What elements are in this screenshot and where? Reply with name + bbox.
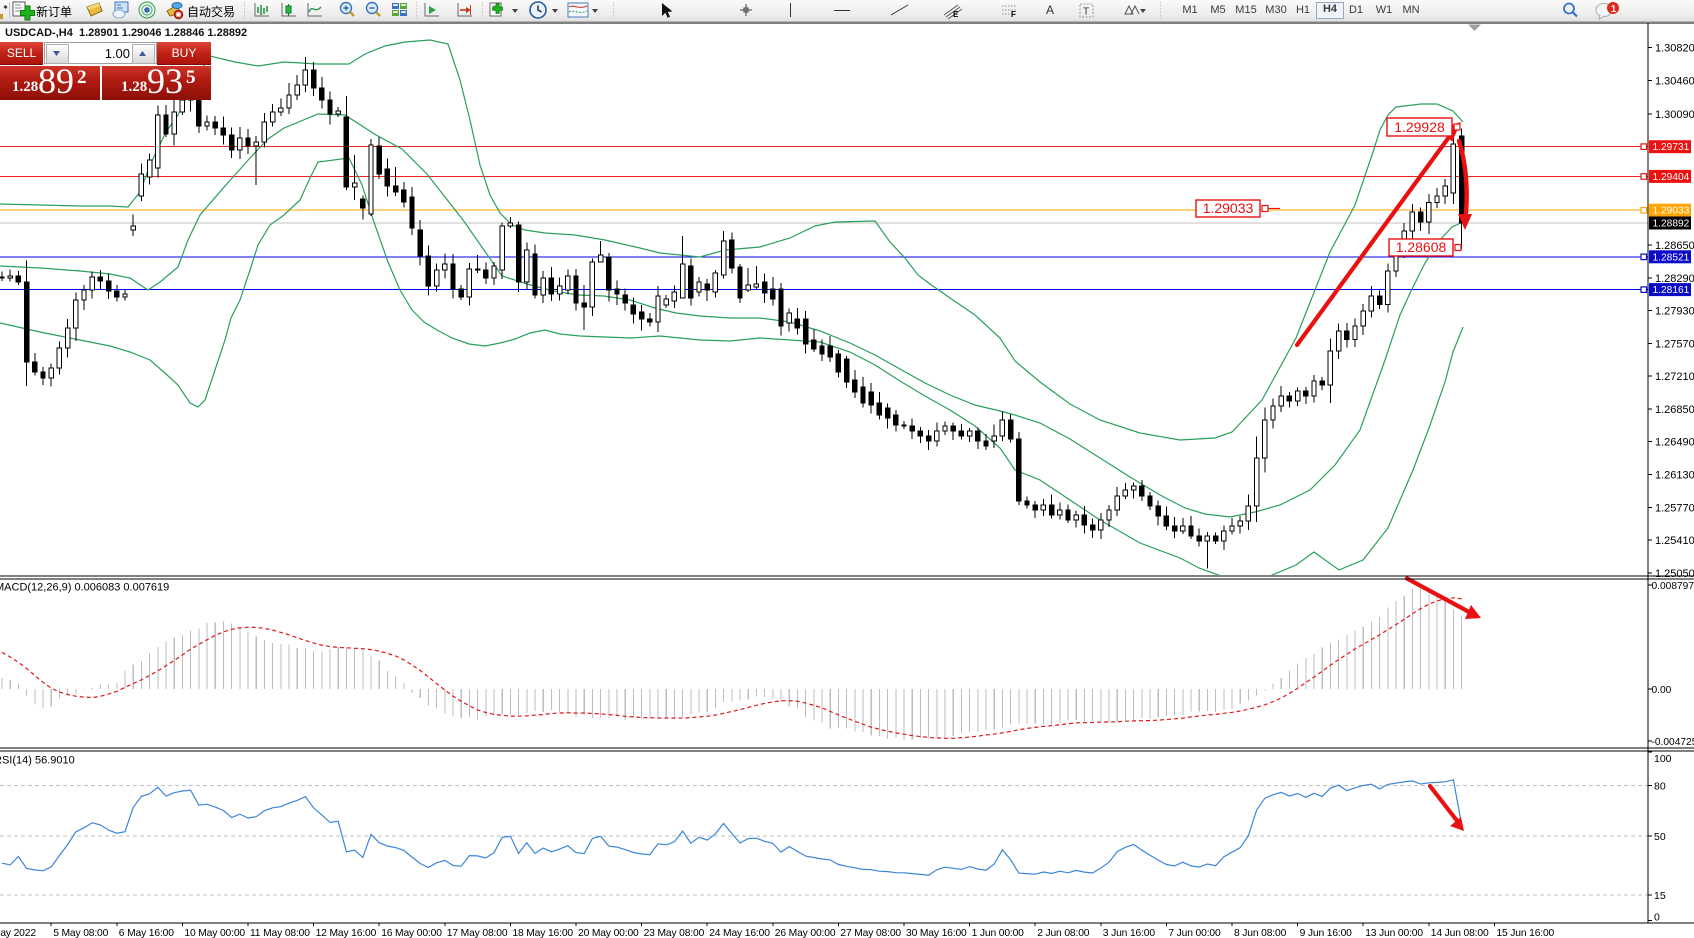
svg-text:80: 80 [1654, 781, 1666, 793]
svg-text:27 May 08:00: 27 May 08:00 [840, 928, 901, 938]
svg-text:1.28608: 1.28608 [1396, 239, 1447, 255]
svg-text:14 Jun 08:00: 14 Jun 08:00 [1431, 928, 1489, 938]
svg-text:0: 0 [1654, 911, 1660, 923]
svg-text:1.28892: 1.28892 [1653, 219, 1690, 230]
svg-text:16 May 00:00: 16 May 00:00 [381, 928, 442, 938]
svg-text:1.25050: 1.25050 [1655, 568, 1694, 580]
svg-text:5 May 08:00: 5 May 08:00 [53, 928, 108, 938]
svg-text:1 Jun 00:00: 1 Jun 00:00 [972, 928, 1025, 938]
svg-text:50: 50 [1654, 831, 1666, 843]
svg-text:7 Jun 00:00: 7 Jun 00:00 [1168, 928, 1221, 938]
svg-text:1.29033: 1.29033 [1203, 200, 1254, 216]
svg-text:20 May 00:00: 20 May 00:00 [578, 928, 639, 938]
svg-text:1.25770: 1.25770 [1655, 502, 1694, 514]
svg-text:A: A [1046, 3, 1054, 17]
svg-text:1.26490: 1.26490 [1655, 437, 1694, 449]
svg-text:1.28521: 1.28521 [1653, 252, 1690, 263]
svg-text:26 May 00:00: 26 May 00:00 [775, 928, 836, 938]
svg-text:18 May 16:00: 18 May 16:00 [512, 928, 573, 938]
svg-text:1.27210: 1.27210 [1655, 371, 1694, 383]
svg-text:8 Jun 08:00: 8 Jun 08:00 [1234, 928, 1287, 938]
svg-text:0.008797: 0.008797 [1652, 581, 1694, 592]
svg-text:12 May 16:00: 12 May 16:00 [316, 928, 377, 938]
svg-text:2 Jun 08:00: 2 Jun 08:00 [1037, 928, 1090, 938]
svg-text:9 Jun 16:00: 9 Jun 16:00 [1300, 928, 1353, 938]
svg-text:1.26850: 1.26850 [1655, 404, 1694, 416]
svg-text:1.30090: 1.30090 [1655, 109, 1694, 121]
svg-text:1.28161: 1.28161 [1653, 285, 1690, 296]
svg-text:17 May 08:00: 17 May 08:00 [447, 928, 508, 938]
svg-text:3 Jun 16:00: 3 Jun 16:00 [1103, 928, 1156, 938]
svg-text:100: 100 [1654, 753, 1672, 765]
svg-text:1.28290: 1.28290 [1655, 273, 1694, 285]
svg-text:1: 1 [1611, 4, 1617, 15]
svg-text:T: T [1083, 7, 1089, 18]
svg-text:1.25410: 1.25410 [1655, 535, 1694, 547]
svg-text:F: F [1011, 10, 1016, 19]
svg-text:1.29404: 1.29404 [1653, 172, 1690, 183]
svg-text:24 May 16:00: 24 May 16:00 [709, 928, 770, 938]
svg-text:30 May 16:00: 30 May 16:00 [906, 928, 967, 938]
svg-text:4 May 2022: 4 May 2022 [0, 928, 36, 938]
svg-text:1.29033: 1.29033 [1653, 206, 1690, 217]
svg-text:1.30460: 1.30460 [1655, 75, 1694, 87]
svg-text:0.00: 0.00 [1652, 685, 1672, 696]
svg-text:1.29928: 1.29928 [1394, 119, 1445, 135]
svg-text:23 May 08:00: 23 May 08:00 [644, 928, 705, 938]
svg-text:6 May 16:00: 6 May 16:00 [119, 928, 174, 938]
svg-text:1.28650: 1.28650 [1655, 240, 1694, 252]
svg-text:MACD(12,26,9) 0.006083 0.00761: MACD(12,26,9) 0.006083 0.007619 [0, 582, 169, 594]
svg-text:-0.004725: -0.004725 [1652, 737, 1694, 748]
svg-text:11 May 08:00: 11 May 08:00 [250, 928, 310, 938]
svg-text:RSI(14) 56.9010: RSI(14) 56.9010 [0, 755, 75, 767]
svg-text:15: 15 [1654, 890, 1666, 902]
svg-text:1.27930: 1.27930 [1655, 306, 1694, 318]
svg-text:1.26130: 1.26130 [1655, 470, 1694, 482]
svg-text:1.30820: 1.30820 [1655, 43, 1694, 55]
svg-text:15 Jun 16:00: 15 Jun 16:00 [1496, 928, 1554, 938]
svg-text:1.27570: 1.27570 [1655, 338, 1694, 350]
svg-text:1.29731: 1.29731 [1653, 142, 1690, 153]
svg-text:10 May 00:00: 10 May 00:00 [184, 928, 245, 938]
svg-text:E: E [953, 10, 959, 19]
svg-text:13 Jun 00:00: 13 Jun 00:00 [1365, 928, 1423, 938]
